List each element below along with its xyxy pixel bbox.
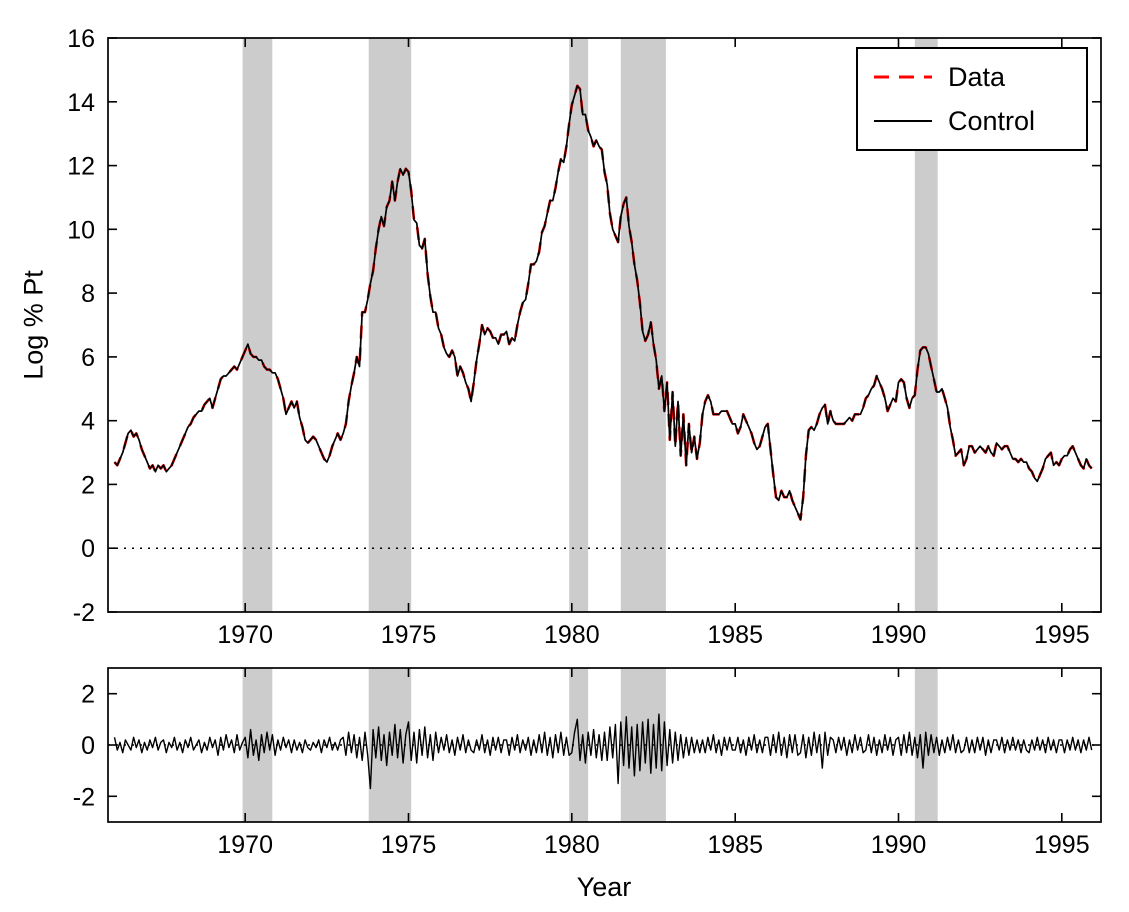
x-tick-label: 1995: [1034, 621, 1090, 649]
residual-panel: 1970 1975 1980 1985 1990 1995 -2 0 2: [73, 667, 1102, 859]
y-tick-label: -2: [73, 783, 95, 811]
legend-line-sample-icon: [874, 75, 932, 79]
y-tick-label: 0: [81, 732, 95, 760]
x-axis-label: Year: [576, 872, 632, 902]
recession-band: [914, 38, 938, 612]
y-tick-label: 2: [81, 471, 95, 499]
legend-item: Data: [872, 57, 1072, 97]
axes-box: [107, 37, 1102, 613]
legend-label: Control: [948, 105, 1036, 136]
x-tick-label: 1970: [217, 831, 273, 859]
y-tick-label: 2: [81, 681, 95, 709]
y-axis-label: Log % Pt: [18, 270, 49, 380]
x-tick-label: 1995: [1034, 831, 1090, 859]
x-tick-label: 1985: [707, 621, 763, 649]
recession-band: [620, 38, 666, 612]
y-tick-label: 4: [81, 408, 95, 436]
y-tick-label: 12: [67, 153, 95, 181]
x-tick-label: 1980: [544, 831, 600, 859]
recession-band: [569, 38, 589, 612]
control-line: [113, 84, 1093, 521]
y-tick-label: 16: [67, 25, 95, 53]
x-tick-label: 1975: [381, 621, 437, 649]
recession-band: [242, 38, 273, 612]
x-tick-label: 1980: [544, 621, 600, 649]
legend-line-sample-icon: [874, 120, 932, 122]
y-tick-label: -2: [73, 599, 95, 627]
legend-item: Control: [872, 101, 1072, 141]
y-tick-label: 6: [81, 344, 95, 372]
recession-band: [914, 668, 938, 822]
x-tick-label: 1990: [871, 621, 927, 649]
y-tick-label: 14: [67, 89, 95, 117]
legend: Data Control: [856, 47, 1088, 151]
x-tick-label: 1985: [707, 831, 763, 859]
legend-label: Data: [948, 61, 1006, 92]
main-panel: 1970 1975 1980 1985 1990 1995 -2 0 2 4 6 8 10 12 14 16: [67, 25, 1102, 649]
recession-band: [368, 38, 412, 612]
y-tick-label: 8: [81, 280, 95, 308]
control-error-line: [113, 713, 1093, 790]
x-tick-label: 1970: [217, 621, 273, 649]
y-tick-label: 0: [81, 535, 95, 563]
x-tick-label: 1975: [381, 831, 437, 859]
y-tick-label: 10: [67, 216, 95, 244]
x-tick-label: 1990: [871, 831, 927, 859]
